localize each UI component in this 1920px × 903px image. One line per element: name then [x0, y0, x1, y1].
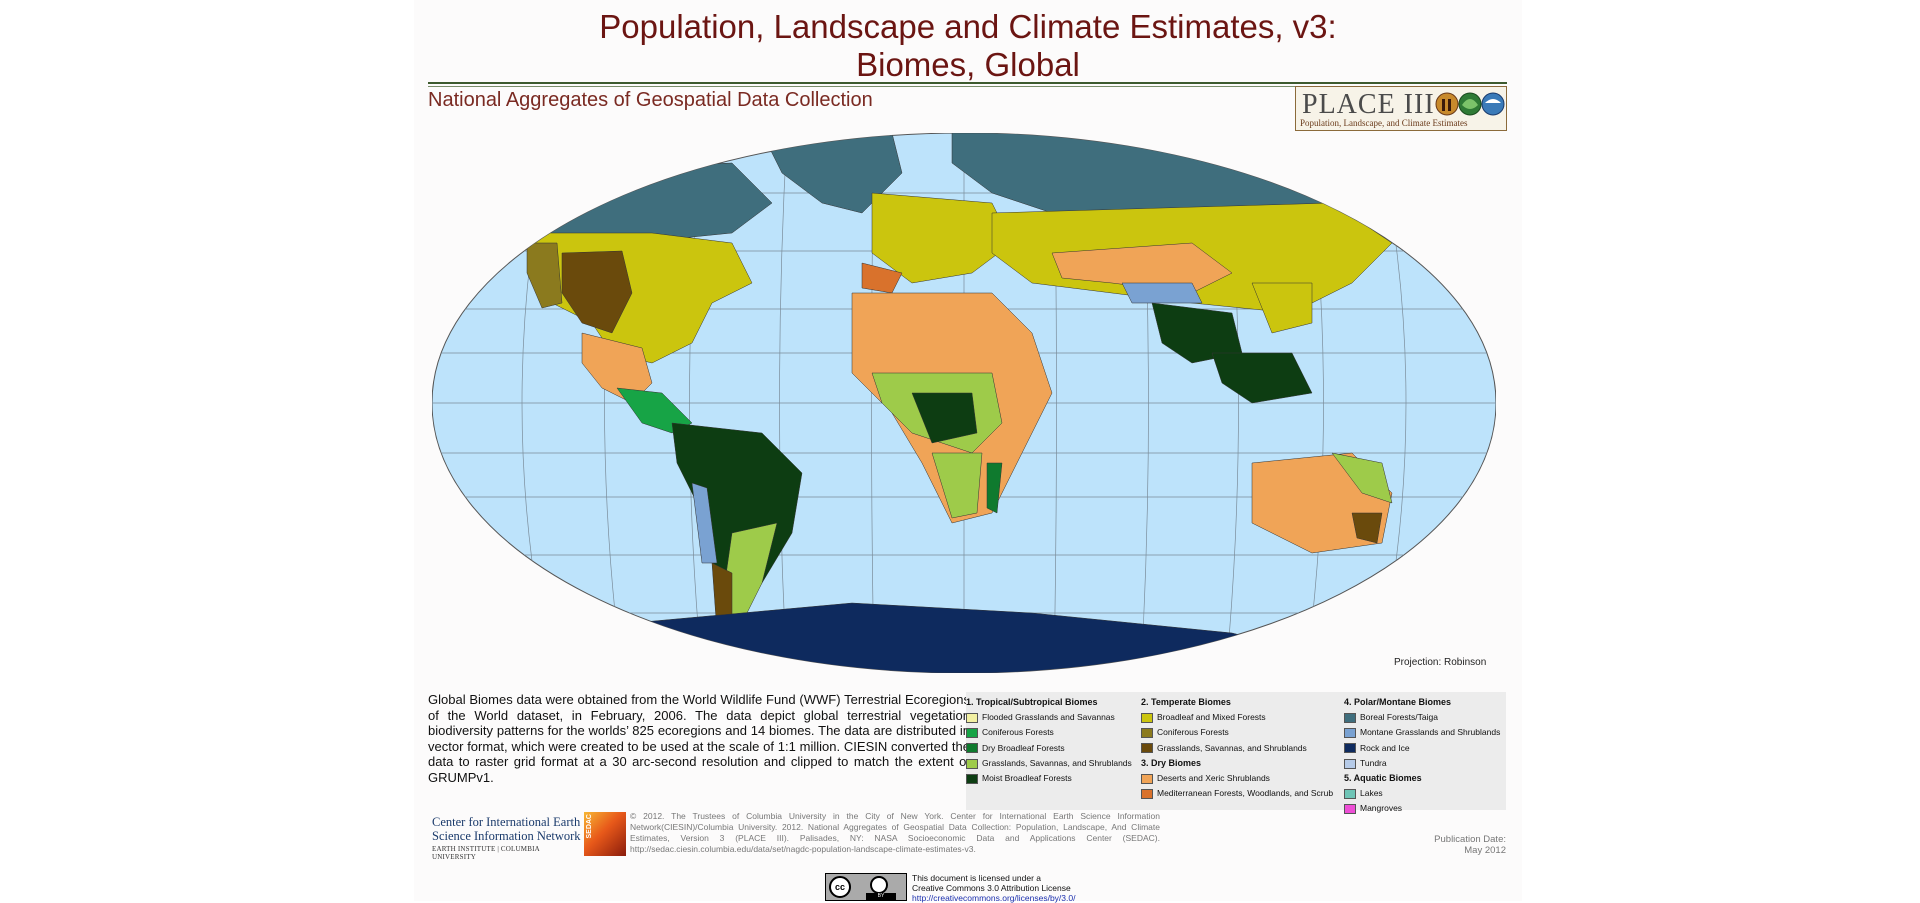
title-line-2: Biomes, Global [856, 46, 1080, 83]
legend-swatch [1141, 712, 1153, 723]
biome-legend: 1. Tropical/Subtropical Biomes Flooded G… [966, 692, 1506, 815]
legend-item: Lakes [1344, 786, 1500, 801]
logo-text: PLACE III [1302, 89, 1435, 120]
cc-icon: cc [829, 876, 851, 898]
map-poster: Population, Landscape and Climate Estima… [414, 0, 1522, 903]
legend-item: Grasslands, Savannas, and Shrublands [1141, 741, 1333, 756]
legend-label: Mediterranean Forests, Woodlands, and Sc… [1157, 788, 1334, 799]
place-iii-logo: PLACE III Population, Landscape, and Cli… [1295, 86, 1507, 131]
person-icon [870, 876, 888, 894]
legend-label: Rock and Ice [1360, 742, 1410, 753]
title-divider-thin [428, 86, 1507, 87]
legend-swatch [1344, 758, 1356, 769]
legend-label: Flooded Grasslands and Savannas [982, 712, 1115, 722]
sedac-text: SEDAC [586, 814, 593, 839]
legend-heading: 2. Temperate Biomes [1141, 697, 1231, 707]
data-description: Global Biomes data were obtained from th… [428, 692, 970, 785]
world-biomes-map [432, 133, 1496, 673]
legend-group-temperate-dry: 2. Temperate Biomes Broadleaf and Mixed … [1141, 695, 1333, 801]
legend-item: Flooded Grasslands and Savannas [966, 710, 1132, 725]
legend-swatch [1344, 743, 1356, 754]
copyright-citation: © 2012. The Trustees of Columbia Univers… [630, 811, 1160, 854]
license-text: This document is licensed under a Creati… [912, 873, 1075, 903]
license-line-1: This document is licensed under a [912, 873, 1041, 883]
legend-swatch [1344, 712, 1356, 723]
legend-label: Dry Broadleaf Forests [982, 742, 1065, 753]
legend-swatch [1141, 788, 1153, 799]
page-title: Population, Landscape and Climate Estima… [414, 8, 1522, 84]
legend-swatch [966, 712, 978, 723]
legend-heading: 3. Dry Biomes [1141, 757, 1202, 768]
license-line-2: Creative Commons 3.0 Attribution License [912, 883, 1071, 893]
publication-value: May 2012 [1464, 845, 1506, 856]
publication-date: Publication Date: May 2012 [1404, 834, 1506, 856]
legend-item: Coniferous Forests [1141, 725, 1333, 740]
legend-item: Dry Broadleaf Forests [966, 741, 1132, 756]
legend-item: Mangroves [1344, 801, 1500, 816]
legend-label: Montane Grasslands and Shrublands [1360, 727, 1501, 738]
legend-item: Tundra [1344, 756, 1500, 771]
legend-item: Mediterranean Forests, Woodlands, and Sc… [1141, 786, 1333, 801]
legend-label: Coniferous Forests [982, 727, 1054, 738]
legend-swatch [1344, 788, 1356, 799]
title-divider [428, 82, 1507, 84]
license-link[interactable]: http://creativecommons.org/licenses/by/3… [912, 893, 1076, 903]
legend-item: Rock and Ice [1344, 741, 1500, 756]
legend-label: Coniferous Forests [1157, 727, 1229, 738]
legend-group-polar-aquatic: 4. Polar/Montane Biomes Boreal Forests/T… [1344, 695, 1500, 817]
legend-label: Grasslands, Savannas, and Shrublands [1157, 742, 1307, 753]
legend-item: Montane Grasslands and Shrublands [1344, 725, 1500, 740]
legend-item: Broadleaf and Mixed Forests [1141, 710, 1333, 725]
logo-subtitle: Population, Landscape, and Climate Estim… [1300, 118, 1468, 128]
legend-item: Boreal Forests/Taiga [1344, 710, 1500, 725]
legend-label: Grasslands, Savannas, and Shrublands [982, 757, 1132, 768]
publication-label: Publication Date: [1434, 834, 1506, 845]
by-label: BY [866, 893, 896, 900]
legend-heading: 1. Tropical/Subtropical Biomes [966, 697, 1098, 707]
legend-label: Moist Broadleaf Forests [982, 773, 1072, 784]
legend-label: Deserts and Xeric Shrublands [1157, 772, 1270, 783]
legend-label: Broadleaf and Mixed Forests [1157, 712, 1266, 722]
ciesin-line-3: EARTH INSTITUTE | COLUMBIA UNIVERSITY [432, 845, 540, 861]
legend-item: Coniferous Forests [966, 725, 1132, 740]
legend-swatch [966, 773, 978, 784]
legend-swatch [1141, 773, 1153, 784]
legend-label: Tundra [1360, 757, 1387, 768]
legend-group-tropical: 1. Tropical/Subtropical Biomes Flooded G… [966, 695, 1132, 786]
title-line-1: Population, Landscape and Climate Estima… [599, 8, 1337, 45]
legend-item: Moist Broadleaf Forests [966, 771, 1132, 786]
legend-swatch [966, 743, 978, 754]
sedac-logo: SEDAC [584, 812, 626, 856]
collection-subtitle: National Aggregates of Geospatial Data C… [428, 89, 873, 111]
legend-swatch [1344, 727, 1356, 738]
ciesin-line-1: Center for International Earth [432, 815, 581, 829]
legend-label: Lakes [1360, 788, 1383, 799]
legend-swatch [966, 727, 978, 738]
cc-license-badge[interactable]: cc BY [825, 873, 907, 901]
logo-icons [1435, 92, 1505, 116]
legend-item: Grasslands, Savannas, and Shrublands [966, 756, 1132, 771]
legend-swatch [966, 758, 978, 769]
projection-label: Projection: Robinson [1394, 657, 1487, 668]
legend-item: Deserts and Xeric Shrublands [1141, 771, 1333, 786]
legend-swatch [1141, 743, 1153, 754]
legend-swatch [1141, 727, 1153, 738]
legend-heading: 5. Aquatic Biomes [1344, 773, 1422, 784]
legend-label: Boreal Forests/Taiga [1360, 712, 1438, 722]
legend-label: Mangroves [1360, 803, 1403, 814]
legend-heading: 4. Polar/Montane Biomes [1344, 697, 1452, 707]
ciesin-line-2: Science Information Network [432, 829, 581, 843]
ciesin-logo: Center for International Earth Science I… [432, 815, 582, 861]
legend-swatch [1344, 804, 1356, 815]
